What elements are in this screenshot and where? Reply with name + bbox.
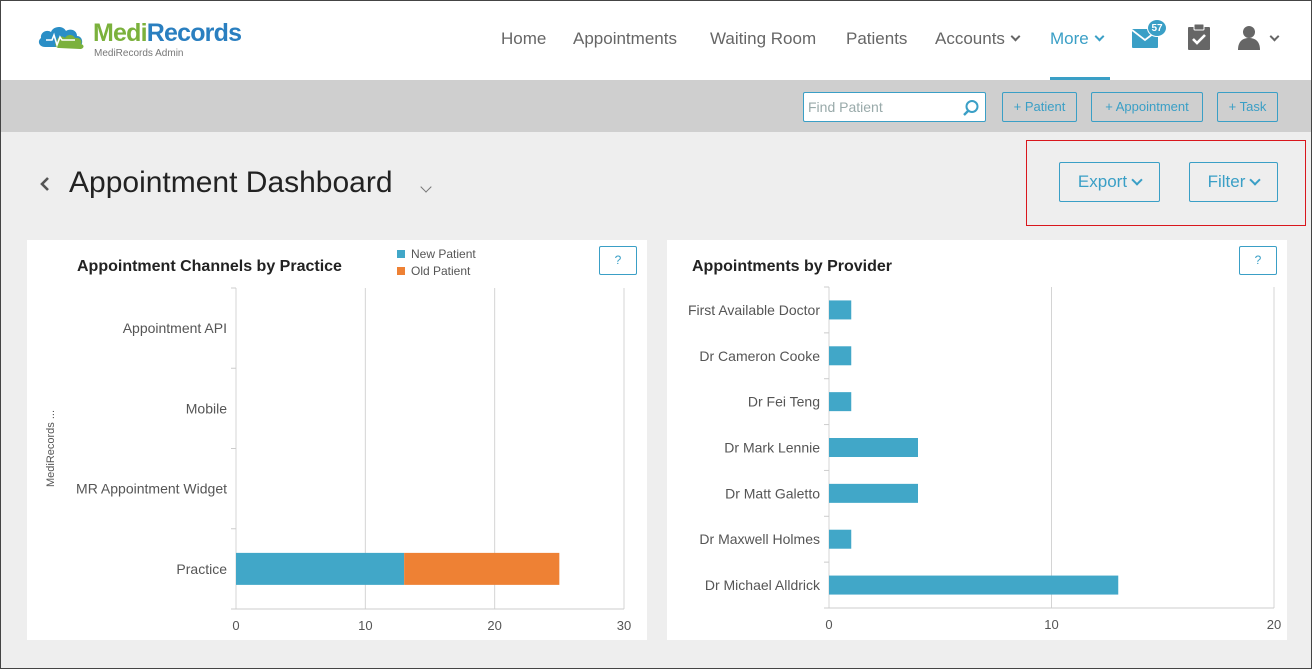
bar-dr-fei-teng-value [829, 392, 852, 412]
channels-help-button[interactable]: ? [599, 246, 637, 275]
x-tick-label: 30 [617, 618, 631, 633]
search-icon[interactable] [962, 99, 980, 117]
page-title: Appointment Dashboard [69, 166, 393, 199]
bar-dr-michael-alldrick-value [829, 575, 1119, 595]
back-chevron-icon[interactable] [39, 177, 51, 191]
providers-help-button[interactable]: ? [1239, 246, 1277, 275]
x-tick-label: 0 [825, 617, 832, 632]
y-category-label: Appointment API [123, 320, 227, 336]
legend-swatch [397, 249, 405, 258]
chart-legend: New Patient Old Patient [397, 245, 476, 279]
y-category-label: MR Appointment Widget [76, 481, 227, 497]
x-tick-label: 20 [487, 618, 501, 633]
chart-title: Appointment Channels by Practice [77, 258, 342, 275]
nav-waiting-room[interactable]: Waiting Room [710, 29, 817, 48]
legend-swatch [397, 266, 405, 275]
user-icon[interactable] [1237, 25, 1261, 50]
chevron-down-icon [1094, 31, 1105, 42]
highlight-annotation [1026, 140, 1306, 226]
x-tick-label: 10 [1044, 617, 1058, 632]
legend-item-new-patient[interactable]: New Patient [397, 245, 476, 262]
y-category-label: Mobile [186, 400, 227, 416]
bar-dr-cameron-cooke-value [829, 346, 852, 366]
y-category-label: Practice [176, 561, 227, 577]
brand-name: MediRecords [93, 19, 242, 47]
providers-chart-panel: Appointments by Provider ? 0 10 20 First Av… [667, 240, 1287, 640]
y-category-label: Dr Michael Alldrick [705, 577, 821, 593]
user-menu-chevron-icon[interactable] [1269, 31, 1280, 42]
legend-item-old-patient[interactable]: Old Patient [397, 262, 476, 279]
bar-dr-mark-lennie-value [829, 438, 918, 457]
nav-appointments[interactable]: Appointments [573, 29, 677, 48]
channels-chart-panel: Appointment Channels by Practice New Pat… [27, 240, 647, 640]
chevron-down-icon [1131, 174, 1143, 186]
find-patient-box [803, 92, 986, 122]
add-task-button[interactable]: + Task [1217, 92, 1278, 122]
cloud-logo-icon [38, 26, 84, 49]
brand-subtitle: MediRecords Admin [94, 48, 184, 59]
x-tick-label: 0 [232, 618, 239, 633]
clipboard-check-icon[interactable] [1187, 24, 1211, 50]
chevron-down-icon [1249, 174, 1262, 186]
find-patient-input[interactable] [808, 97, 958, 117]
bar-first-available-doctor-value [829, 300, 852, 320]
bar-dr-matt-galetto-value [829, 483, 918, 503]
bar-practice-new-patient [236, 552, 405, 585]
action-bar [1, 80, 1311, 132]
nav-more[interactable]: More [1050, 29, 1105, 49]
providers-bar-chart: 0 10 20 First Available Doctor Dr Cameron Co… [688, 286, 1281, 632]
nav-accounts[interactable]: Accounts [935, 29, 1021, 49]
channels-bar-chart: 0 10 20 30 Appointment API Mobile MR Appointme… [45, 287, 631, 633]
filter-button[interactable]: Filter [1189, 162, 1278, 202]
y-category-label: Dr Mark Lennie [724, 440, 820, 456]
nav-patients[interactable]: Patients [846, 29, 908, 48]
nav-active-indicator [1050, 77, 1110, 80]
chevron-down-icon [1010, 31, 1021, 42]
mail-count-badge: 57 [1147, 19, 1167, 37]
bar-dr-maxwell-holmes-value [829, 529, 852, 549]
add-appointment-button[interactable]: + Appointment [1091, 92, 1203, 122]
y-category-label: Dr Matt Galetto [725, 485, 820, 501]
y-axis-title: MediRecords ... [45, 410, 57, 487]
chart-title: Appointments by Provider [692, 258, 893, 275]
x-tick-label: 10 [358, 618, 372, 633]
export-button[interactable]: Export [1059, 162, 1160, 202]
top-navbar: MediRecords MediRecords Admin Home Appoi… [1, 1, 1311, 80]
title-dropdown-chevron-icon[interactable] [420, 181, 432, 193]
nav-home[interactable]: Home [501, 29, 547, 48]
bar-practice-old-patient [404, 552, 560, 585]
y-category-label: Dr Maxwell Holmes [699, 531, 820, 547]
y-category-label: Dr Cameron Cooke [699, 348, 820, 364]
y-category-label: Dr Fei Teng [748, 394, 820, 410]
x-tick-label: 20 [1267, 617, 1281, 632]
y-category-label: First Available Doctor [688, 302, 820, 318]
add-patient-button[interactable]: + Patient [1002, 92, 1077, 122]
